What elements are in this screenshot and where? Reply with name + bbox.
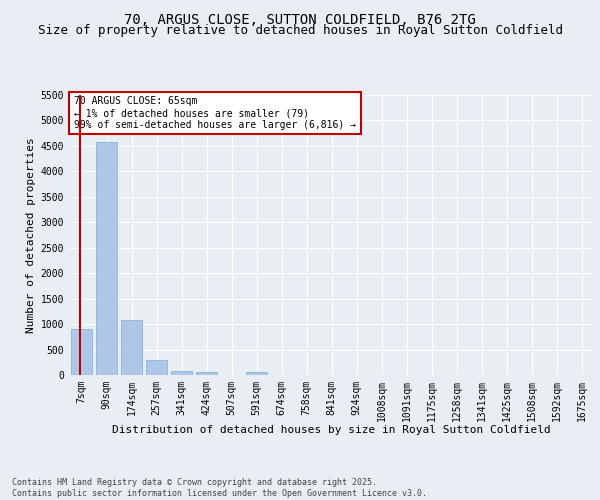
Text: Size of property relative to detached houses in Royal Sutton Coldfield: Size of property relative to detached ho… xyxy=(37,24,563,37)
Bar xyxy=(71,329,92,375)
Bar xyxy=(246,372,267,375)
Bar xyxy=(96,142,117,375)
Y-axis label: Number of detached properties: Number of detached properties xyxy=(26,137,37,333)
Text: 70 ARGUS CLOSE: 65sqm
← 1% of detached houses are smaller (79)
99% of semi-detac: 70 ARGUS CLOSE: 65sqm ← 1% of detached h… xyxy=(74,96,356,130)
X-axis label: Distribution of detached houses by size in Royal Sutton Coldfield: Distribution of detached houses by size … xyxy=(112,425,551,435)
Bar xyxy=(121,320,142,375)
Bar xyxy=(171,371,192,375)
Text: Contains HM Land Registry data © Crown copyright and database right 2025.
Contai: Contains HM Land Registry data © Crown c… xyxy=(12,478,427,498)
Bar xyxy=(146,360,167,375)
Bar xyxy=(196,372,217,375)
Text: 70, ARGUS CLOSE, SUTTON COLDFIELD, B76 2TG: 70, ARGUS CLOSE, SUTTON COLDFIELD, B76 2… xyxy=(124,12,476,26)
